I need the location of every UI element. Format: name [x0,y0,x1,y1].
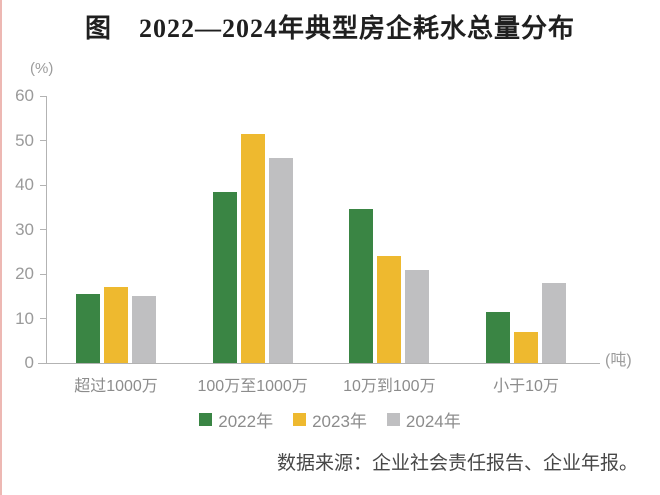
plot-area: 0 10 20 30 40 50 60 超过1000万 100万至1000万 10万到100万 小于… [15,87,600,395]
y-tick-mark [40,273,46,275]
bar-2024年-小于10万 [542,282,566,363]
bar-group-10万到100万 [349,209,430,363]
x-axis-line [38,363,600,364]
y-tick-mark [40,229,46,230]
legend-label: 2024年 [405,412,461,431]
y-tick-label: 0 [24,353,34,372]
y-axis-line [46,96,47,363]
y-tick-mark [40,318,46,319]
bar-2023年-10万到100万 [377,256,402,363]
bar-2022年-超过1000万 [76,294,100,363]
y-tick-mark [40,184,46,186]
legend-label: 2023年 [312,412,367,431]
y-axis-unit-label: (%) [30,60,54,77]
x-category-label: 超过1000万 [74,378,158,395]
legend-swatch-icon [293,413,307,426]
x-axis-unit-label: (吨) [605,352,632,369]
bar-2022年-小于10万 [486,311,510,363]
legend-item-2024年: 2024年 [386,407,461,432]
bar-group-100万至1000万 [212,133,293,363]
y-tick-label: 20 [15,264,34,283]
legend: 2022年 2023年 2024年 [0,407,660,432]
x-category-label: 小于10万 [493,378,559,395]
bar-2022年-100万至1000万 [212,191,237,363]
legend-item-2023年: 2023年 [293,407,367,432]
chart-title: 图 2022—2024年典型房企耗水总量分布 [84,14,575,43]
legend-label: 2022年 [218,412,274,431]
y-tick-label: 30 [15,219,34,239]
bar-2023年-小于10万 [514,331,538,363]
legend-item-2022年: 2022年 [199,407,273,432]
y-tick-label: 60 [15,86,34,105]
y-tick-mark [40,140,46,141]
y-tick-mark [40,95,46,97]
bar-2022年-10万到100万 [349,209,374,363]
bar-2024年-10万到100万 [405,269,430,363]
x-category-label: 100万至1000万 [197,378,308,395]
y-tick-label: 50 [15,130,34,150]
y-tick-mark [40,362,46,364]
legend-swatch-icon [199,413,213,426]
y-tick-label: 40 [15,175,34,194]
bar-2024年-超过1000万 [132,296,156,363]
bar-2023年-100万至1000万 [240,133,265,363]
bar-2023年-超过1000万 [104,287,128,363]
source-note: 数据来源：企业社会责任报告、企业年报。 [276,453,638,474]
legend-swatch-icon [386,413,400,426]
y-tick-label: 10 [15,308,34,328]
bar-group-小于10万 [486,282,566,363]
bar-group-超过1000万 [76,287,156,363]
bar-2024年-100万至1000万 [268,158,293,363]
left-edge-accent [0,0,2,495]
x-category-label: 10万到100万 [343,378,436,395]
